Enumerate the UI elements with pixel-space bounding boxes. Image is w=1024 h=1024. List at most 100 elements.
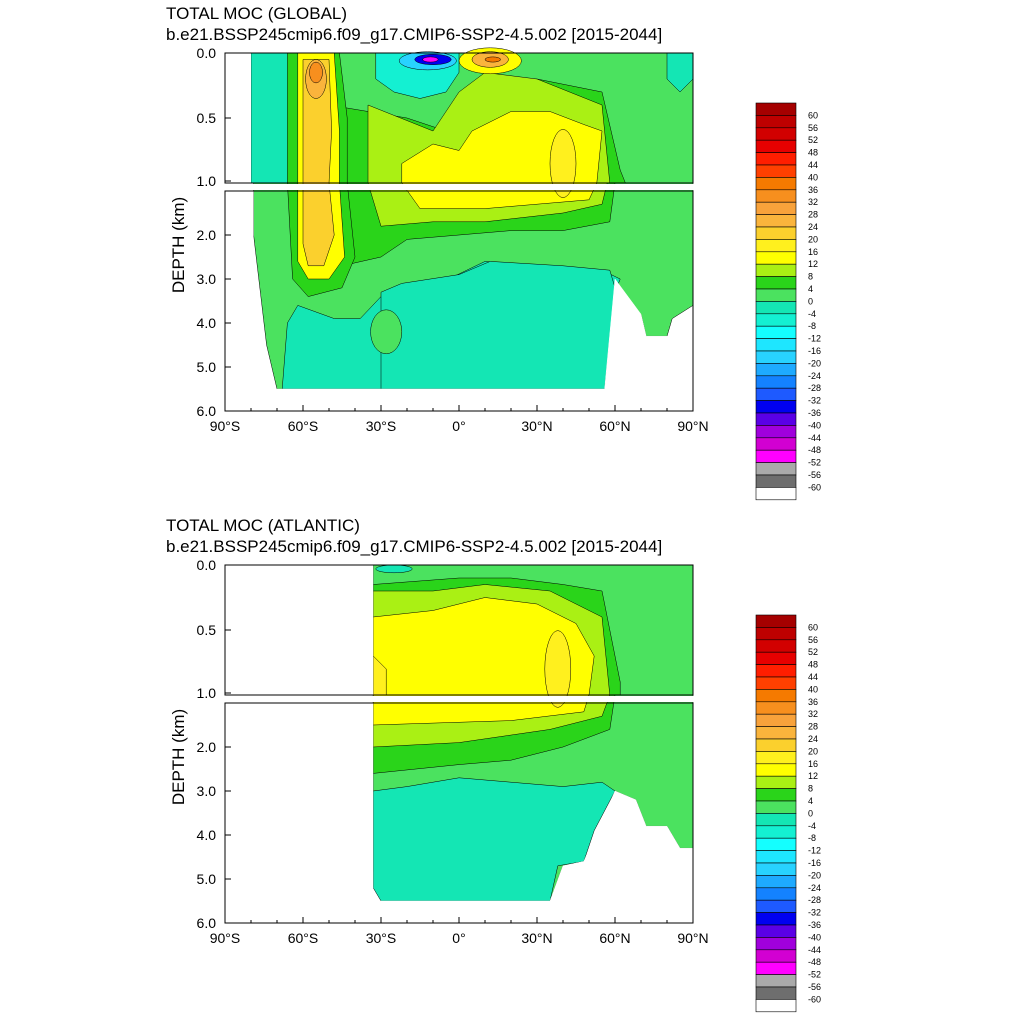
colorbar-swatch (755, 400, 797, 414)
colorbar-label: -32 (808, 908, 821, 918)
colorbar-swatch (755, 689, 797, 703)
colorbar-swatch (755, 152, 797, 166)
land-mask (225, 565, 374, 695)
x-tick-label: 0° (452, 418, 465, 434)
colorbar-label: -60 (808, 482, 821, 492)
colorbar-label: 32 (808, 197, 818, 207)
x-tick-label: 90°S (210, 930, 241, 946)
colorbar-label: 0 (808, 808, 813, 818)
colorbar-label: -4 (808, 309, 816, 319)
colorbar-label: 20 (808, 746, 818, 756)
colorbar-swatch (755, 115, 797, 129)
colorbar-swatch (755, 425, 797, 439)
colorbar-swatch (755, 102, 797, 116)
colorbar-swatch (755, 288, 797, 302)
y-tick-label: 6.0 (197, 403, 217, 419)
colorbar-swatch (755, 263, 797, 277)
colorbar-swatch (755, 239, 797, 253)
colorbar-swatch (755, 713, 797, 727)
colorbar: 60565248444036322824201612840-4-8-12-16-… (755, 102, 821, 501)
colorbar-label: 48 (808, 660, 818, 670)
colorbar: 60565248444036322824201612840-4-8-12-16-… (755, 614, 821, 1013)
colorbar-swatch (755, 800, 797, 814)
colorbar-swatch (755, 251, 797, 265)
moc-global-chart: 90°S 60°S 30°S 0° 30°N 60°N 90°N 0.0 0.5 1.0 2.0 3.… (169, 45, 821, 501)
y-tick-label: 0.5 (197, 622, 217, 638)
colorbar-swatch (755, 899, 797, 913)
colorbar-label: 48 (808, 148, 818, 158)
colorbar-label: 28 (808, 722, 818, 732)
colorbar-label: -52 (808, 458, 821, 468)
colorbar-label: -8 (808, 833, 816, 843)
colorbar-label: -40 (808, 420, 821, 430)
y-tick-label: 3.0 (197, 271, 217, 287)
colorbar-swatch (755, 986, 797, 1000)
chart-subtitle: b.e21.BSSP245cmip6.f09_g17.CMIP6-SSP2-4.… (166, 537, 663, 556)
colorbar-swatch (755, 276, 797, 290)
colorbar-swatch (755, 127, 797, 141)
x-tick-label: 90°N (677, 418, 708, 434)
colorbar-swatch (755, 862, 797, 876)
y-tick-label: 3.0 (197, 783, 217, 799)
x-tick-label: 30°N (521, 930, 552, 946)
colorbar-label: 32 (808, 709, 818, 719)
colorbar-label: 56 (808, 123, 818, 133)
colorbar-label: -16 (808, 858, 821, 868)
colorbar-label: 60 (808, 622, 818, 632)
colorbar-swatch (755, 763, 797, 777)
colorbar-swatch (755, 837, 797, 851)
colorbar-swatch (755, 850, 797, 864)
chart-title: TOTAL MOC (GLOBAL) (166, 4, 348, 23)
colorbar-swatch (755, 214, 797, 228)
colorbar-swatch (755, 974, 797, 988)
y-tick-label: 4.0 (197, 315, 217, 331)
contour-region-16 (549, 129, 577, 198)
colorbar-swatch (755, 164, 797, 178)
colorbar-label: -48 (808, 957, 821, 967)
colorbar-swatch (755, 449, 797, 463)
colorbar-label: 16 (808, 247, 818, 257)
colorbar-label: -24 (808, 371, 821, 381)
moc-global-panel: TOTAL MOC (GLOBAL) b.e21.BSSP245cmip6.f0… (166, 4, 821, 501)
colorbar-label: -8 (808, 321, 816, 331)
colorbar-label: 44 (808, 160, 818, 170)
contour-region-16 (544, 630, 572, 708)
contour-region-neg4 (375, 564, 413, 574)
colorbar-swatch (755, 201, 797, 215)
colorbar-label: -44 (808, 945, 821, 955)
colorbar-label: 0 (808, 296, 813, 306)
y-tick-label: 1.0 (197, 173, 217, 189)
colorbar-label: -28 (808, 383, 821, 393)
colorbar-swatch (755, 474, 797, 488)
colorbar-swatch (755, 937, 797, 951)
x-tick-label: 60°N (599, 418, 630, 434)
colorbar-swatch (755, 338, 797, 352)
y-tick-label: 5.0 (197, 871, 217, 887)
colorbar-label: 24 (808, 734, 818, 744)
panel-gap (224, 184, 694, 190)
colorbar-swatch (755, 412, 797, 426)
colorbar-swatch (755, 949, 797, 963)
contour-region-neg4 (372, 777, 616, 902)
x-tick-label: 90°N (677, 930, 708, 946)
colorbar-label: 28 (808, 210, 818, 220)
colorbar-label: -48 (808, 445, 821, 455)
moc-atlantic-chart: 90°S 60°S 30°S 0° 30°N 60°N 90°N 0.0 0.5 1.0 2.0 3.… (169, 557, 821, 1013)
contour-region-neg52 (422, 56, 439, 63)
x-tick-label: 90°S (210, 418, 241, 434)
colorbar-label: 8 (808, 272, 813, 282)
colorbar-swatch (755, 226, 797, 240)
colorbar-label: 12 (808, 771, 818, 781)
colorbar-label: -44 (808, 433, 821, 443)
colorbar-swatch (755, 924, 797, 938)
colorbar-label: -20 (808, 870, 821, 880)
colorbar-label: -20 (808, 358, 821, 368)
y-axis-label: DEPTH (km) (169, 197, 188, 293)
colorbar-label: 4 (808, 796, 813, 806)
colorbar-swatch (755, 664, 797, 678)
colorbar-swatch (755, 825, 797, 839)
colorbar-swatch (755, 363, 797, 377)
land-mask (225, 191, 254, 411)
colorbar-label: -28 (808, 895, 821, 905)
x-tick-label: 60°S (288, 418, 319, 434)
